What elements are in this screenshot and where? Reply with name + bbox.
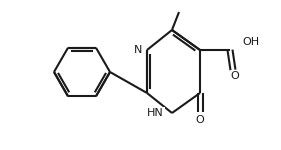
Text: OH: OH [242, 37, 259, 47]
Text: O: O [231, 71, 239, 81]
Text: O: O [196, 115, 204, 125]
Text: N: N [134, 45, 142, 55]
Text: HN: HN [147, 108, 164, 118]
